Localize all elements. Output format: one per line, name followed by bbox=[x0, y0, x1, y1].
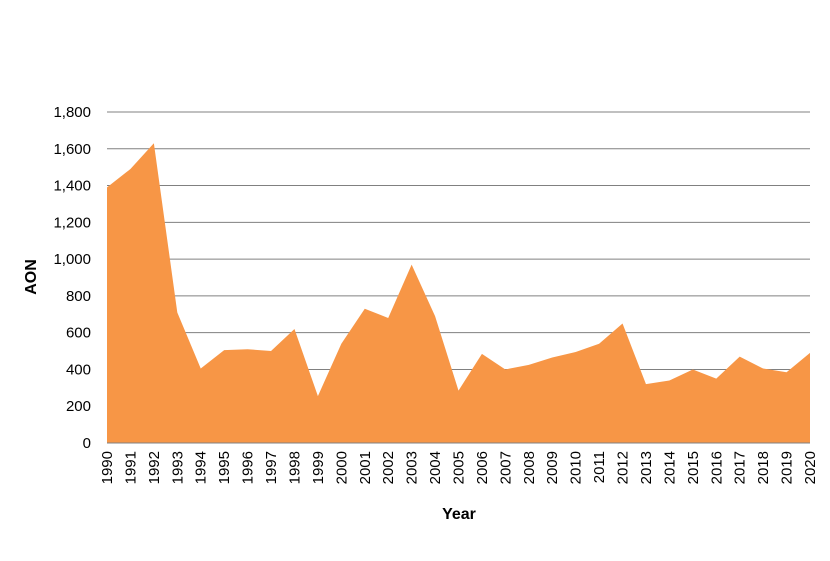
x-tick-label: 1993 bbox=[169, 451, 186, 484]
y-axis-tick-labels: 0 200 400 600 800 1,000 1,200 1,400 1,600 1,800 bbox=[53, 104, 91, 452]
x-tick-label: 2006 bbox=[474, 451, 491, 484]
x-tick-label: 2015 bbox=[685, 451, 702, 484]
y-tick-label: 400 bbox=[66, 361, 91, 378]
x-tick-label: 2000 bbox=[333, 451, 350, 484]
x-tick-label: 2017 bbox=[732, 451, 749, 484]
x-tick-label: 1998 bbox=[286, 451, 303, 484]
x-tick-label: 2014 bbox=[661, 451, 678, 484]
x-tick-label: 2010 bbox=[568, 451, 585, 484]
x-tick-label: 2016 bbox=[708, 451, 725, 484]
x-tick-label: 2007 bbox=[497, 451, 514, 484]
y-tick-label: 200 bbox=[66, 398, 91, 415]
x-tick-label: 2012 bbox=[615, 451, 632, 484]
x-tick-label: 2008 bbox=[521, 451, 538, 484]
x-tick-label: 2005 bbox=[451, 451, 468, 484]
y-tick-label: 1,800 bbox=[53, 104, 91, 121]
x-tick-label: 1996 bbox=[240, 451, 257, 484]
x-tick-label: 2020 bbox=[802, 451, 819, 484]
y-tick-label: 1,600 bbox=[53, 141, 91, 158]
y-tick-label: 1,200 bbox=[53, 214, 91, 231]
area-series bbox=[107, 143, 810, 443]
x-tick-label: 1990 bbox=[99, 451, 116, 484]
x-tick-label: 2019 bbox=[779, 451, 796, 484]
x-tick-label: 2004 bbox=[427, 451, 444, 484]
x-tick-label: 2002 bbox=[380, 451, 397, 484]
x-tick-label: 2003 bbox=[404, 451, 421, 484]
x-tick-label: 1999 bbox=[310, 451, 327, 484]
x-tick-label: 1994 bbox=[193, 451, 210, 484]
x-axis-title: Year bbox=[442, 506, 476, 523]
y-tick-label: 600 bbox=[66, 325, 91, 342]
x-tick-label: 1991 bbox=[122, 451, 139, 484]
y-tick-label: 1,000 bbox=[53, 251, 91, 268]
x-tick-label: 2009 bbox=[544, 451, 561, 484]
x-tick-label: 1995 bbox=[216, 451, 233, 484]
y-axis-title: AON bbox=[23, 259, 40, 295]
x-tick-label: 1997 bbox=[263, 451, 280, 484]
x-tick-label: 2011 bbox=[591, 451, 608, 483]
y-tick-label: 0 bbox=[83, 435, 91, 452]
x-tick-label: 1992 bbox=[146, 451, 163, 484]
x-tick-label: 2001 bbox=[357, 451, 374, 484]
x-axis-tick-labels: 1990 1991 1992 1993 1994 1995 1996 1997 1998 1999… bbox=[99, 451, 819, 484]
x-tick-label: 2013 bbox=[638, 451, 655, 484]
x-tick-label: 2018 bbox=[755, 451, 772, 484]
y-tick-label: 800 bbox=[66, 288, 91, 305]
y-tick-label: 1,400 bbox=[53, 178, 91, 195]
